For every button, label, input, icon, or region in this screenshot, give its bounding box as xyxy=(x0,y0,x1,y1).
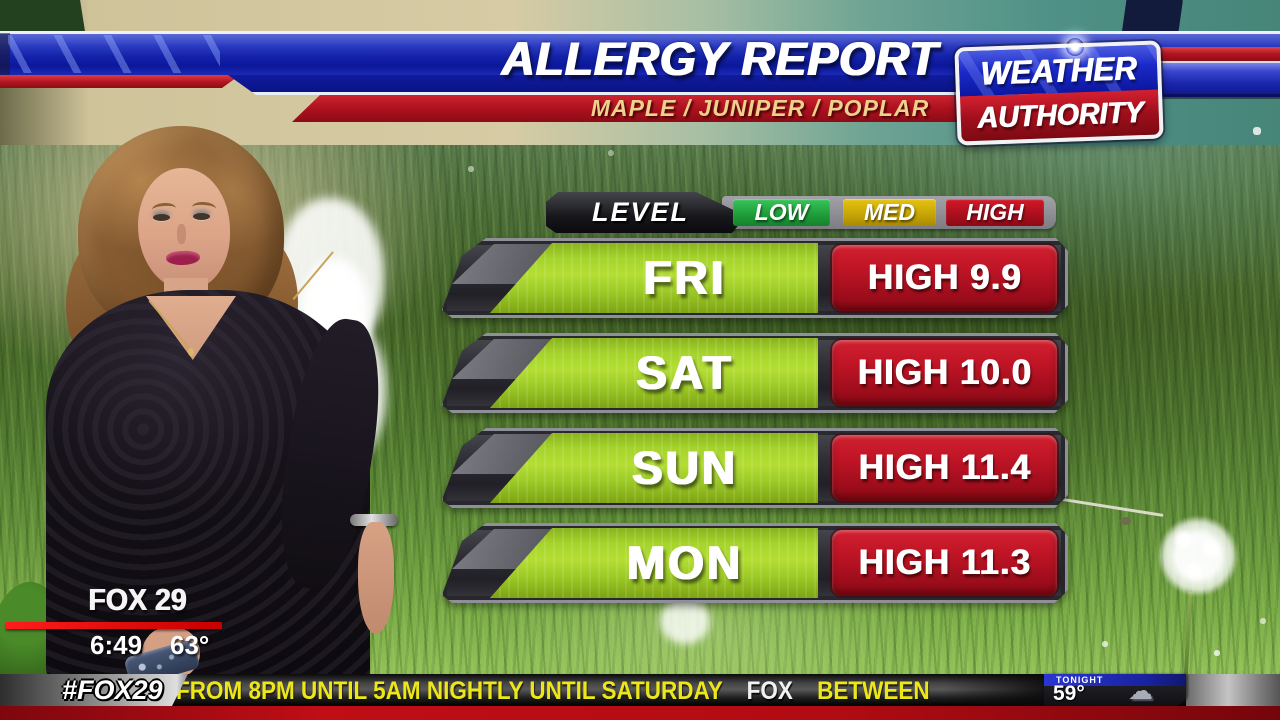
presenter-face xyxy=(138,168,230,290)
ticker-message-part2: BETWEEN xyxy=(817,677,930,705)
allergen-subtitle: MAPLE / JUNIPER / POPLAR xyxy=(590,95,930,121)
tonight-forecast-box: TONIGHT 59° ☁ xyxy=(1044,674,1186,706)
ticker-message-part1: FROM 8PM UNTIL 5AM NIGHTLY UNTIL SATURDA… xyxy=(176,677,723,705)
banner-glint-streaks xyxy=(8,35,220,73)
logo-authority-text: AUTHORITY xyxy=(976,95,1144,135)
logo-sparkle xyxy=(1066,38,1084,56)
legend-chip-high: HIGH xyxy=(946,199,1044,226)
current-time: 6:49 xyxy=(90,630,143,660)
ticker-station-name: FOX xyxy=(746,677,793,705)
ticker-fade-overlay xyxy=(944,674,1048,706)
row-day-label: FRI xyxy=(643,251,727,304)
bug-red-divider xyxy=(6,622,222,629)
ticker-right-endcap xyxy=(1186,674,1280,706)
row-day-label: MON xyxy=(626,536,744,589)
cloud-icon: ☁ xyxy=(1128,677,1153,705)
row-level-bar xyxy=(490,243,818,313)
page-title: ALLERGY REPORT xyxy=(501,32,939,85)
ticker-hashtag-tab: #FOX29 xyxy=(0,674,188,706)
bottom-red-bar xyxy=(0,706,1280,720)
tonight-temp: 59° xyxy=(1053,682,1085,705)
dandelion-bud xyxy=(1120,517,1131,525)
row-value-badge: HIGH 10.0 xyxy=(832,340,1057,406)
dandelion-puff-right xyxy=(1157,515,1239,597)
current-temp: 63° xyxy=(170,630,210,660)
presenter-eye-left xyxy=(153,214,170,221)
banner-left-edge xyxy=(0,33,10,88)
presenter-bracelet xyxy=(350,514,398,526)
row-value-badge: HIGH 11.4 xyxy=(832,435,1057,501)
logo-bottom-half: AUTHORITY xyxy=(960,89,1160,142)
allergy-row-sat: SAT HIGH 10.0 xyxy=(440,333,1068,413)
logo-top-half: WEATHER xyxy=(958,44,1158,97)
row-day-label: SUN xyxy=(631,441,739,494)
row-value-badge: HIGH 9.9 xyxy=(832,245,1057,311)
banner-blue-extension xyxy=(228,75,1060,95)
legend-chip-med: MED xyxy=(843,199,936,226)
allergy-row-mon: MON HIGH 11.3 xyxy=(440,523,1068,603)
banner-red-subbar xyxy=(292,95,1060,122)
row-level-bar xyxy=(490,338,818,408)
row-level-bar xyxy=(490,433,818,503)
legend-chip-low: LOW xyxy=(733,199,830,226)
tonight-label: TONIGHT xyxy=(1044,674,1186,686)
fox29-logo: FOX 29 xyxy=(88,582,187,617)
dandelion-puff-small xyxy=(660,598,710,644)
weather-authority-logo: WEATHER AUTHORITY xyxy=(954,40,1164,146)
necklace-pendant xyxy=(188,348,194,356)
allergy-row-fri: FRI HIGH 9.9 xyxy=(440,238,1068,318)
banner-red-stripe-left xyxy=(0,75,240,88)
row-day-label: SAT xyxy=(636,346,734,399)
ticker-message: FROM 8PM UNTIL 5AM NIGHTLY UNTIL SATURDA… xyxy=(176,677,930,706)
presenter-nose xyxy=(177,224,186,244)
row-level-bar xyxy=(490,528,818,598)
floating-seeds xyxy=(0,0,2,2)
row-value-badge: HIGH 11.3 xyxy=(832,530,1057,596)
presenter-right-hand xyxy=(358,522,394,634)
presenter-eye-right xyxy=(193,213,210,220)
allergy-row-sun: SUN HIGH 11.4 xyxy=(440,428,1068,508)
logo-weather-text: WEATHER xyxy=(979,48,1137,92)
